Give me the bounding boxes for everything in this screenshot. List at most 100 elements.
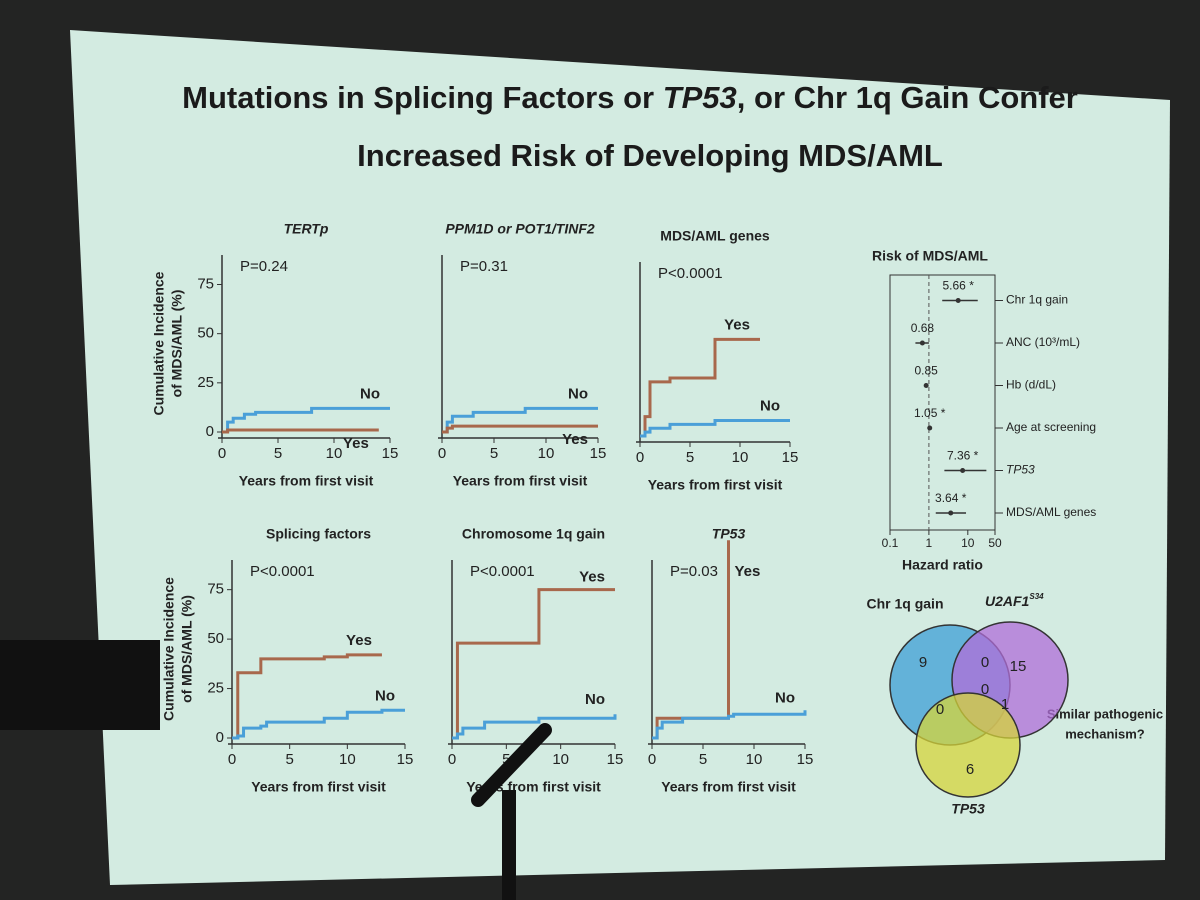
hazard-point [923, 383, 929, 388]
y-axis-label: of MDS/AML (%) [179, 595, 195, 703]
x-tick-label: 5 [274, 445, 282, 462]
hazard-point [960, 468, 966, 473]
x-tick-label: 0 [648, 751, 656, 768]
y-axis-label: Cumulative Incidence [161, 577, 177, 721]
set-label: Chr 1q gain [866, 596, 943, 612]
x-tick-label: 15 [607, 751, 624, 768]
set-label: U2AF1S34 [985, 592, 1044, 609]
x-tick-label: 5 [699, 751, 707, 768]
x-tick-label: 10 [326, 445, 343, 462]
series-label: Yes [346, 632, 372, 649]
series-label: No [760, 398, 780, 415]
category-label: TP53 [1006, 463, 1035, 477]
x-tick-label: 5 [490, 445, 498, 462]
hazard-point [919, 340, 925, 346]
x-tick-label: 10 [552, 751, 569, 768]
x-tick-label: 15 [797, 751, 814, 768]
hazard-point [955, 298, 961, 303]
x-tick-label: 15 [782, 449, 799, 466]
hazard-point [948, 510, 954, 516]
km-curve [640, 337, 760, 438]
p-value: P<0.0001 [658, 265, 723, 282]
venn-count: 0 [981, 681, 989, 698]
x-axis-label: Years from first visit [239, 473, 374, 489]
y-tick-label: 50 [207, 630, 224, 647]
y-tick-label: 0 [206, 423, 214, 440]
value-label: 5.66 * [943, 279, 975, 293]
km-curve [222, 406, 390, 434]
set-label: TP53 [951, 801, 985, 817]
panel-title: Splicing factors [266, 526, 371, 542]
slide-title: Increased Risk of Developing MDS/AML [357, 138, 943, 173]
value-label: 0.85 [914, 364, 938, 378]
y-tick-label: 25 [207, 680, 224, 697]
x-tick-label: 0 [228, 751, 236, 768]
category-label: Age at screening [1006, 420, 1096, 434]
mic-stand [502, 790, 516, 900]
category-label: Chr 1q gain [1006, 293, 1068, 307]
x-tick-label: 0 [218, 445, 226, 462]
y-tick-label: 75 [207, 581, 224, 598]
mic-body [471, 723, 552, 807]
km-curve [232, 708, 405, 740]
x-tick-label: 0 [636, 449, 644, 466]
note: mechanism? [1065, 726, 1145, 741]
series-label: Yes [579, 569, 605, 586]
series-label: No [375, 687, 395, 704]
km-curve [652, 710, 807, 740]
km-curve [640, 419, 790, 438]
venn-count: 6 [966, 761, 974, 778]
series-label: No [775, 689, 795, 706]
km-curve [452, 588, 615, 740]
venn-count: 9 [919, 654, 927, 671]
x-tick-label: 5 [686, 449, 694, 466]
panel-title: Chromosome 1q gain [462, 526, 605, 542]
set-superscript: S34 [1029, 592, 1044, 601]
x-tick-label: 5 [285, 751, 293, 768]
x-tick-label: 10 [732, 449, 749, 466]
x-tick-label: 10 [339, 751, 356, 768]
x-tick-label: 10 [746, 751, 763, 768]
hazard-point [927, 425, 933, 431]
venn-count: 15 [1010, 658, 1027, 675]
x-axis-label: Years from first visit [661, 779, 796, 795]
foreground-object [0, 640, 160, 730]
note: Similar pathogenic [1047, 706, 1163, 721]
category-label: MDS/AML genes [1006, 505, 1096, 519]
title-part: Mutations in Splicing Factors or [182, 80, 663, 115]
set-name: U2AF1 [985, 593, 1030, 609]
series-label: No [568, 385, 588, 402]
x-axis-label: Years from first visit [251, 779, 386, 795]
p-value: P<0.0001 [470, 563, 535, 580]
y-axis-label: of MDS/AML (%) [169, 290, 185, 398]
x-tick-label: 10 [961, 536, 975, 550]
panel-title: TERTp [284, 221, 329, 237]
y-tick-label: 50 [197, 325, 214, 342]
panel-title: TP53 [712, 526, 746, 542]
panel-title: PPM1D or POT1/TINF2 [445, 221, 595, 237]
x-tick-label: 15 [590, 445, 607, 462]
x-tick-label: 15 [382, 445, 399, 462]
series-label: Yes [735, 563, 761, 580]
panel-title: MDS/AML genes [660, 228, 770, 244]
y-tick-label: 75 [197, 275, 214, 292]
x-axis-label: Hazard ratio [902, 557, 983, 573]
plot-frame [889, 274, 996, 531]
value-label: 1.05 * [914, 406, 946, 420]
x-tick-label: 5 [502, 751, 510, 768]
x-tick-label: 15 [397, 751, 414, 768]
category-label: Hb (d/dL) [1006, 378, 1056, 392]
p-value: P=0.24 [240, 258, 288, 275]
x-tick-label: 10 [538, 445, 555, 462]
series-label: No [585, 691, 605, 708]
y-tick-label: 0 [216, 729, 224, 746]
x-axis-label: Years from first visit [453, 473, 588, 489]
p-value: P=0.31 [460, 258, 508, 275]
x-tick-label: 0 [448, 751, 456, 768]
km-curve [442, 424, 598, 434]
x-tick-label: 1 [926, 536, 933, 550]
title-part: , or Chr 1q Gain Confer [737, 80, 1078, 115]
value-label: 3.64 * [935, 491, 967, 505]
x-axis-label: Years from first visit [648, 477, 783, 493]
microphone [471, 723, 552, 900]
